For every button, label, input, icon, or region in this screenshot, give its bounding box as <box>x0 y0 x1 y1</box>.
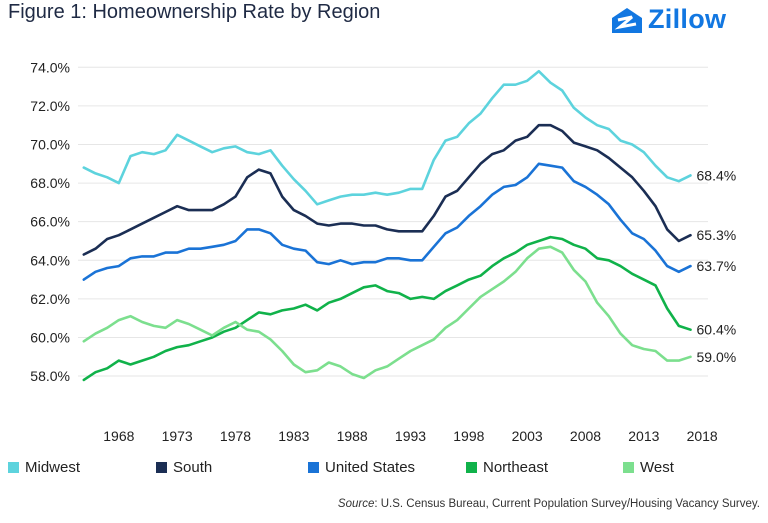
legend-label: Midwest <box>25 459 81 476</box>
y-tick-labels: 58.0% 60.0% 62.0% 64.0% 66.0% 68.0% 70.0% 72.0%… <box>30 59 70 384</box>
series-line-united-states <box>82 162 692 281</box>
x-tick-label: 2013 <box>628 428 659 444</box>
y-tick-label: 74.0% <box>30 59 70 75</box>
legend-swatch <box>8 462 19 473</box>
legend: Midwest South United States Northeast West <box>8 459 768 479</box>
x-tick-label: 1998 <box>453 428 484 444</box>
source-note: Source: U.S. Census Bureau, Current Popu… <box>338 498 760 510</box>
legend-swatch <box>156 462 167 473</box>
x-tick-label: 1973 <box>162 428 193 444</box>
y-tick-label: 64.0% <box>30 252 70 268</box>
legend-item: Midwest <box>8 459 80 476</box>
y-tick-label: 60.0% <box>30 329 70 345</box>
legend-item: West <box>623 459 674 476</box>
zillow-logo: Zillow <box>610 4 726 35</box>
series-line-midwest <box>82 69 692 206</box>
y-tick-label: 58.0% <box>30 368 70 384</box>
x-tick-labels: 1968 1973 1978 1983 1988 1993 1998 2003 2008 2013… <box>103 428 718 444</box>
series-line-northeast <box>82 235 692 382</box>
source-label: Source <box>337 498 375 510</box>
end-label: 59.0% <box>697 349 737 365</box>
y-tick-label: 62.0% <box>30 291 70 307</box>
series-lines <box>82 69 692 382</box>
x-tick-label: 1983 <box>278 428 309 444</box>
x-tick-label: 2008 <box>570 428 601 444</box>
source-text: : U.S. Census Bureau, Current Population… <box>374 498 760 510</box>
y-tick-label: 70.0% <box>30 136 70 152</box>
end-label: 68.4% <box>697 167 737 183</box>
x-tick-label: 1988 <box>337 428 368 444</box>
end-label: 60.4% <box>697 322 737 338</box>
legend-label: United States <box>325 459 416 476</box>
end-label: 63.7% <box>697 258 737 274</box>
legend-item: United States <box>308 459 415 476</box>
chart-title: Figure 1: Homeownership Rate by Region <box>8 1 381 23</box>
legend-label: Northeast <box>483 459 549 476</box>
y-tick-label: 72.0% <box>30 98 70 114</box>
brand-name: Zillow <box>648 4 727 34</box>
series-line-west <box>82 245 692 380</box>
legend-swatch <box>623 462 634 473</box>
x-tick-label: 1993 <box>395 428 426 444</box>
y-tick-label: 66.0% <box>30 214 70 230</box>
legend-swatch <box>466 462 477 473</box>
legend-label: West <box>640 459 674 476</box>
x-tick-label: 2003 <box>512 428 543 444</box>
end-label: 65.3% <box>697 227 737 243</box>
legend-swatch <box>308 462 319 473</box>
y-tick-label: 68.0% <box>30 175 70 191</box>
legend-item: Northeast <box>466 459 548 476</box>
x-tick-label: 2018 <box>687 428 718 444</box>
series-line-south <box>82 123 692 256</box>
grid-lines <box>78 66 708 377</box>
legend-label: South <box>173 459 213 476</box>
legend-item: South <box>156 459 212 476</box>
zillow-house-icon <box>612 7 642 33</box>
x-tick-label: 1978 <box>220 428 251 444</box>
end-labels: 68.4% 65.3% 63.7% 60.4% 59.0% <box>697 167 737 364</box>
x-tick-label: 1968 <box>103 428 134 444</box>
